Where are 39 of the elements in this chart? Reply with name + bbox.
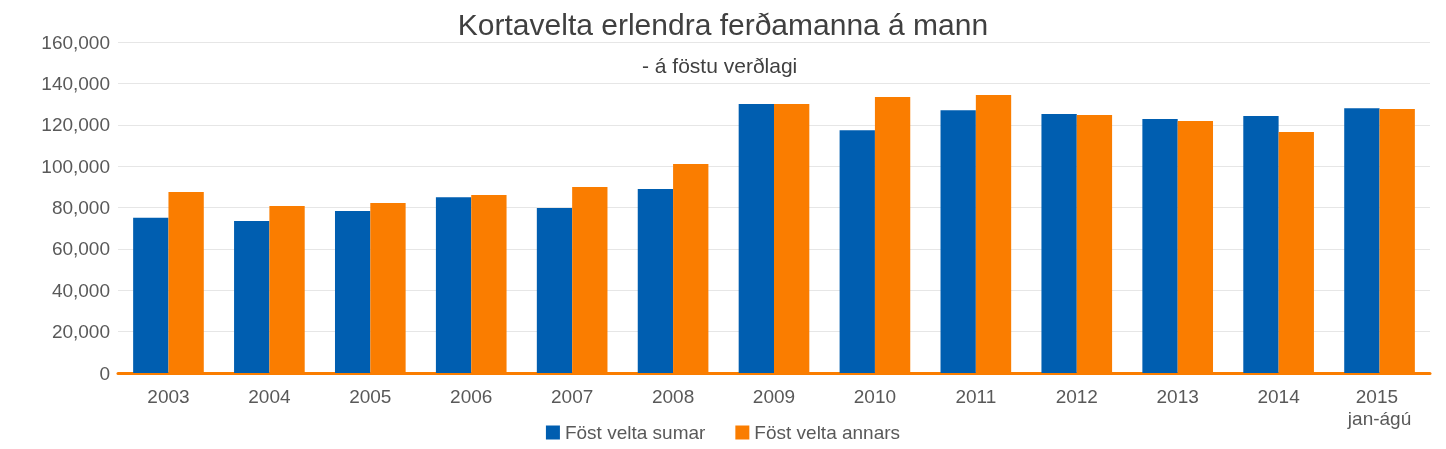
- bar: [637, 189, 674, 373]
- x-tick-label: 2008: [651, 385, 695, 407]
- legend-label: Föst velta sumar: [564, 422, 707, 443]
- bar: [839, 130, 875, 373]
- x-tick-label: 2006: [450, 385, 493, 407]
- x-tick-label: 2007: [551, 385, 594, 407]
- bar: [1243, 116, 1279, 373]
- x-tick-label: 2003: [147, 385, 190, 407]
- y-tick-label: 120,000: [41, 114, 110, 136]
- bar: [1041, 113, 1077, 373]
- y-tick-label: 80,000: [51, 197, 110, 218]
- y-tick-label: 60,000: [51, 238, 110, 260]
- bar: [334, 211, 371, 373]
- bar: [940, 110, 976, 373]
- x-tick-label: 2015 jan-ágú: [1346, 385, 1412, 429]
- y-tick-label: 100,000: [41, 155, 110, 177]
- y-tick-label: 40,000: [51, 279, 110, 301]
- x-tick-label: 2012: [1055, 385, 1098, 407]
- bar: [234, 220, 270, 373]
- x-tick-label: 2013: [1156, 385, 1199, 407]
- text: - á föstu verðlagi: [642, 54, 798, 77]
- legend-label: Föst velta annars: [754, 422, 901, 443]
- x-tick-label: 2004: [248, 385, 291, 407]
- x-tick-label: 2014: [1257, 385, 1301, 407]
- y-tick-label: 20,000: [51, 321, 110, 343]
- y-tick-label: 140,000: [41, 72, 110, 94]
- bar: [1142, 118, 1178, 373]
- bar: [738, 104, 774, 373]
- chart-title: Kortavelta erlendra ferðamanna á mann: [457, 7, 989, 41]
- y-tick-label: 0: [99, 362, 110, 384]
- x-tick-label: 2005: [349, 385, 392, 407]
- x-tick-label: 2010: [853, 385, 897, 407]
- x-tick-label: 2011: [955, 385, 997, 407]
- y-tick-label: 160,000: [41, 31, 110, 53]
- x-tick-label: 2009: [752, 385, 796, 407]
- bar: [1344, 108, 1380, 373]
- bar: [435, 197, 472, 373]
- bar: [133, 217, 169, 373]
- bar: [536, 208, 573, 373]
